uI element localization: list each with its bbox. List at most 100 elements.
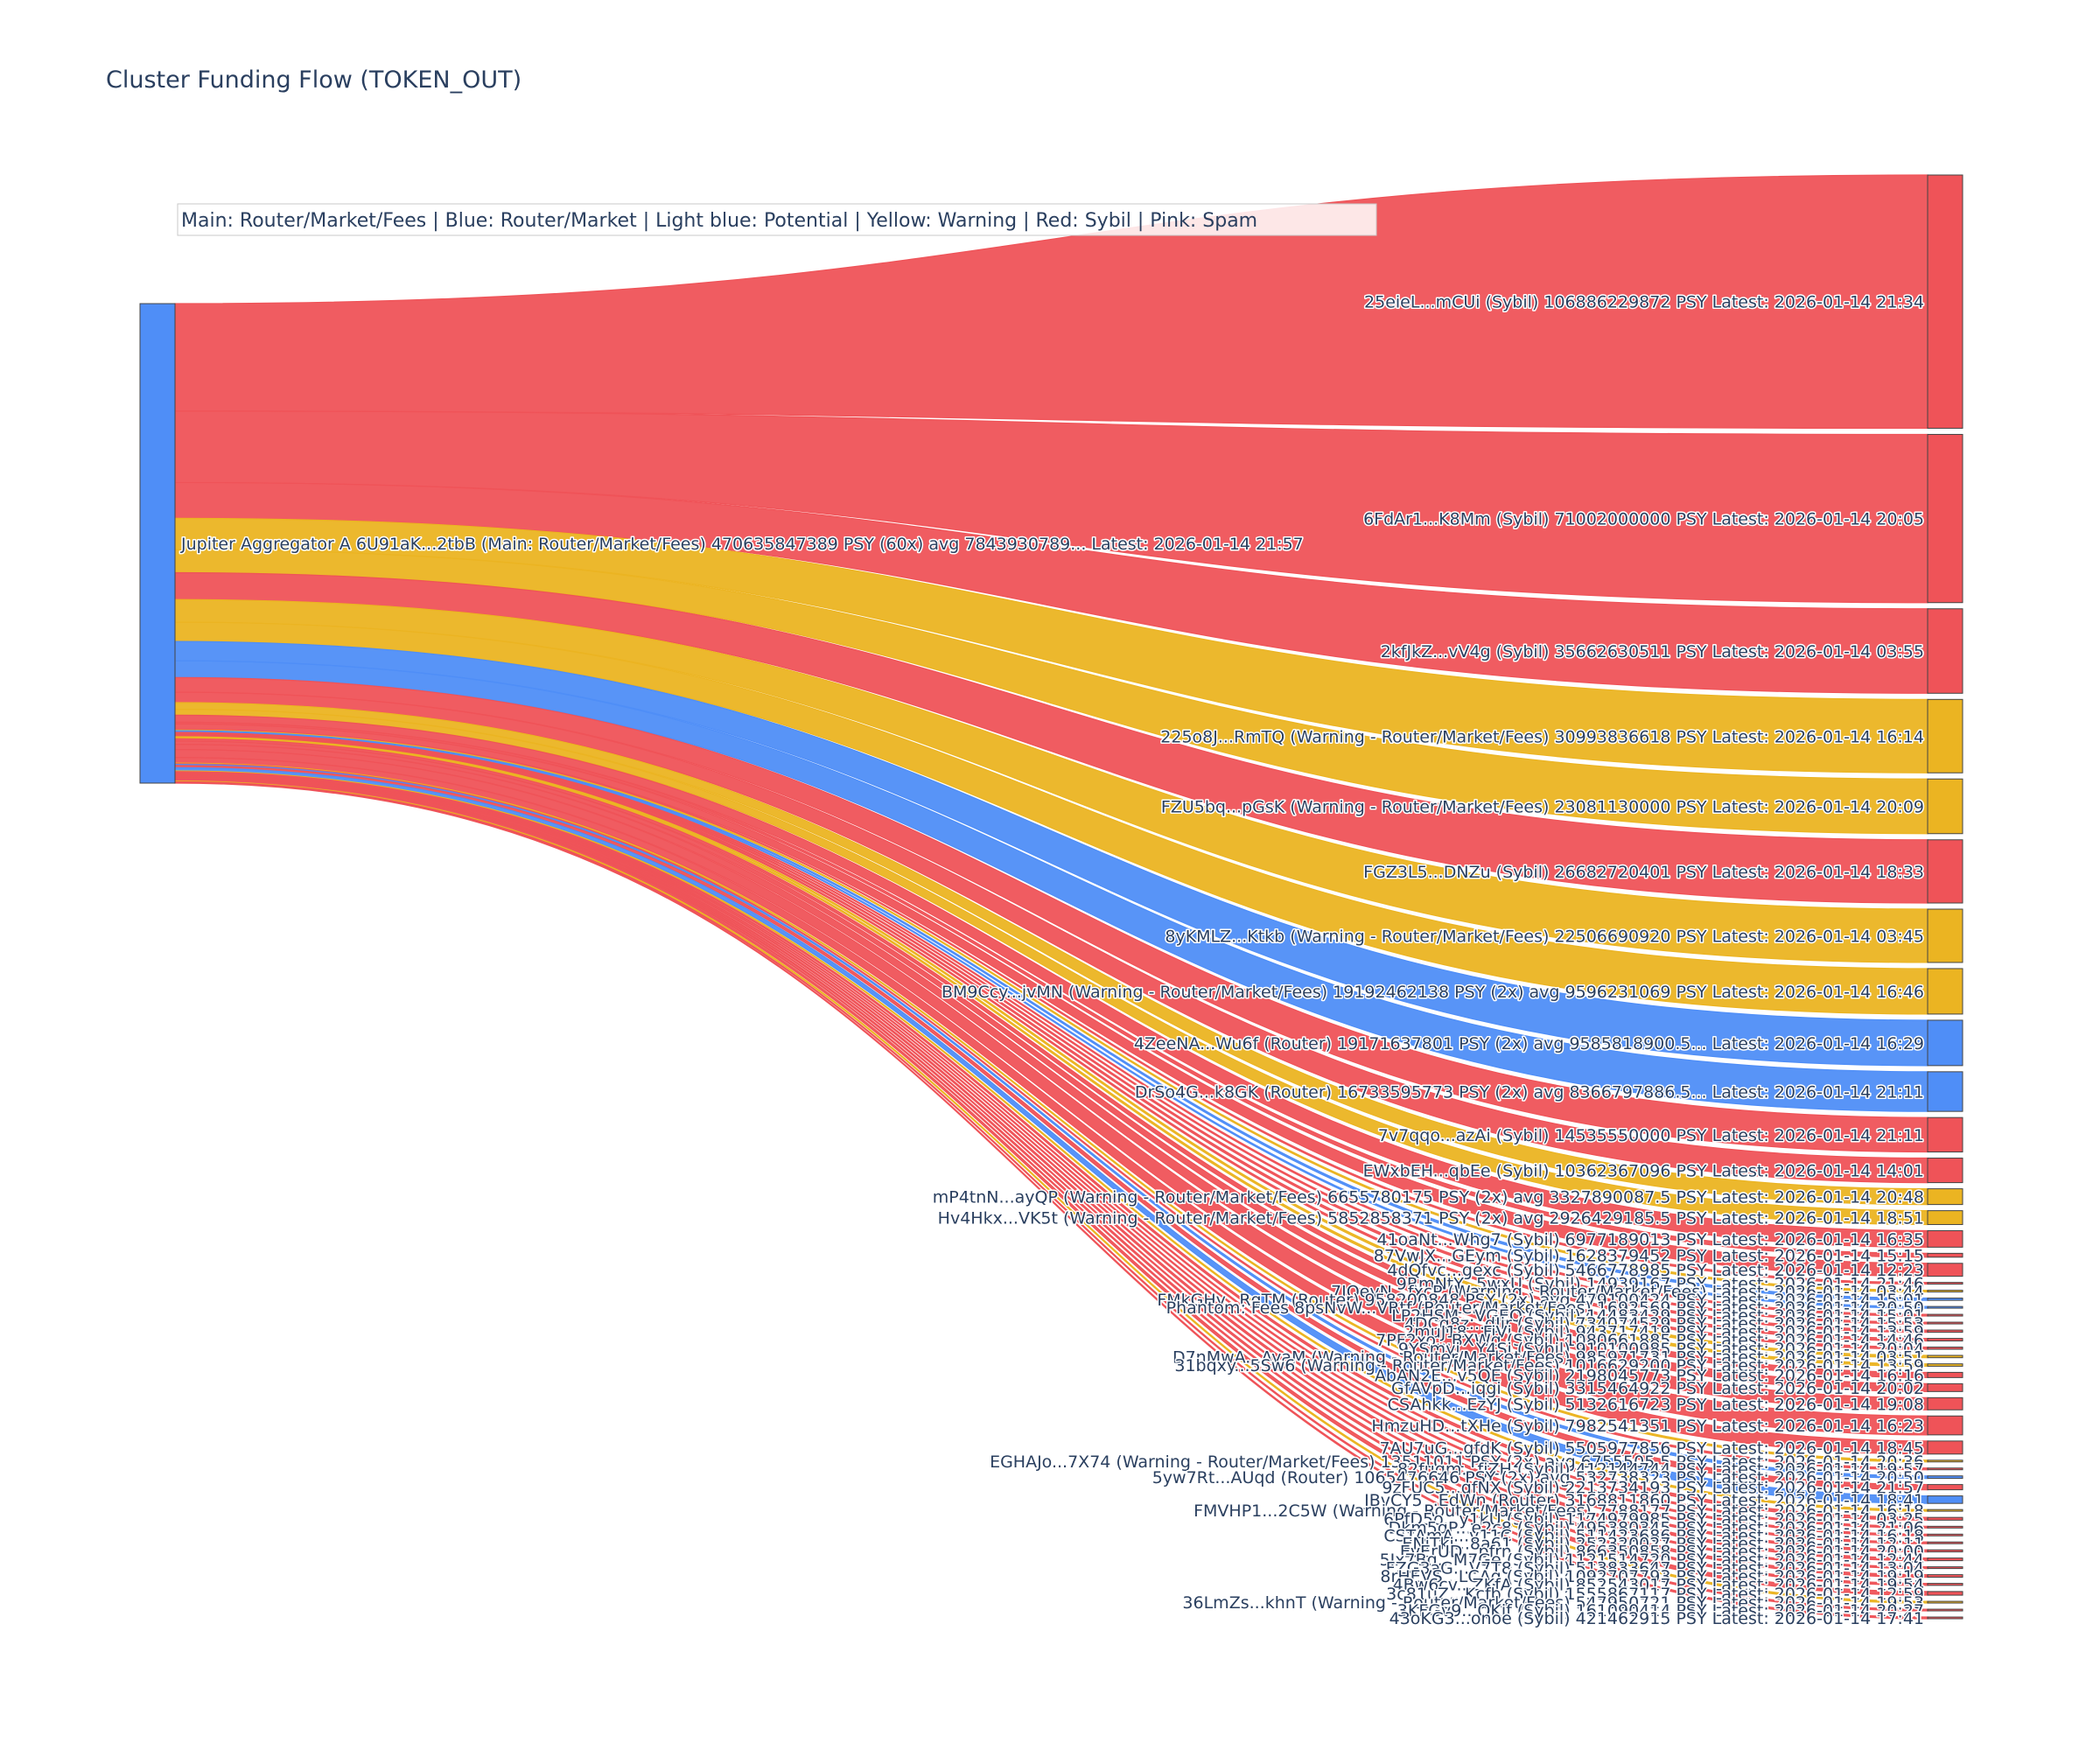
target-node[interactable]	[1927, 1608, 1964, 1612]
target-node-label: 41oaNt...Whg7 (Sybil) 6977189013 PSY Lat…	[1377, 1230, 1925, 1250]
target-node-label: 4ZeeNA...Wu6f (Router) 19171637801 PSY (…	[1134, 1034, 1924, 1054]
target-node-label: 3c81uZ...Kcfb (Sybil) 1555867117 PSY Lat…	[1386, 1585, 1924, 1604]
target-node-label: JBvCY5...EdWn (Router) 3168811860 PSY La…	[1363, 1491, 1924, 1510]
target-node-label: 7AU7uG...gfdK (Sybil) 5505977856 PSY Lat…	[1379, 1438, 1924, 1458]
target-node-label: 9zFUC5...qfNX (Sybil) 2213734193 PSY Lat…	[1382, 1479, 1924, 1498]
target-node[interactable]	[1927, 698, 1964, 774]
chart-title: Cluster Funding Flow (TOKEN_OUT)	[106, 66, 522, 94]
target-node[interactable]	[1927, 1475, 1964, 1480]
target-node[interactable]	[1927, 1338, 1964, 1342]
target-node[interactable]	[1927, 1396, 1964, 1410]
target-node-label: 2muJ18...FiVj (Sybil) 943717419 PSY Late…	[1404, 1322, 1924, 1341]
target-node-label: 5Jx7Bq...M7Ge (Sybil) 1121514720 PSY Lat…	[1380, 1550, 1924, 1570]
target-node[interactable]	[1927, 1371, 1964, 1378]
target-node[interactable]	[1927, 608, 1964, 694]
target-node-label: 43oKG3...onoe (Sybil) 421462915 PSY Late…	[1390, 1609, 1924, 1628]
flow-link	[174, 621, 1928, 1015]
target-node[interactable]	[1927, 1516, 1964, 1521]
target-node-label: mP4tnN...ayQP (Warning - Router/Market/F…	[933, 1188, 1924, 1208]
target-node[interactable]	[1927, 1440, 1964, 1455]
target-node[interactable]	[1927, 1574, 1964, 1578]
target-node[interactable]	[1927, 1071, 1964, 1112]
target-node[interactable]	[1927, 1210, 1964, 1225]
target-node[interactable]	[1927, 1116, 1964, 1153]
target-node-label: DrSo4G...k8GK (Router) 16733595773 PSY (…	[1135, 1083, 1924, 1102]
target-node[interactable]	[1927, 1495, 1964, 1504]
target-node[interactable]	[1927, 1616, 1964, 1620]
target-node[interactable]	[1927, 1363, 1964, 1367]
target-node[interactable]	[1927, 1415, 1964, 1436]
target-node[interactable]	[1927, 1321, 1964, 1325]
target-node-label: CSAhkk...EzYJ (Sybil) 5132616723 PSY Lat…	[1388, 1395, 1924, 1414]
target-node[interactable]	[1927, 1525, 1964, 1529]
target-node-label: 9RmNtY...5wxU (Sybil) 14939167 PSY Lates…	[1396, 1275, 1924, 1294]
flow-link	[174, 410, 1928, 604]
target-node-label: 6PfD5o...y1kU (Sybil) 1174979985 PSY Lat…	[1383, 1510, 1924, 1530]
target-node[interactable]	[1927, 1460, 1964, 1463]
source-node[interactable]	[139, 303, 176, 784]
target-node-label: Phantom: Fees 8psNvW...VRtf (Router/Mark…	[1166, 1298, 1924, 1318]
target-node[interactable]	[1927, 1329, 1964, 1334]
target-node[interactable]	[1927, 1508, 1964, 1512]
target-node-label: 8rHEVS...LCAg (Sybil) 1092707793 PSY Lat…	[1380, 1567, 1924, 1586]
target-node[interactable]	[1927, 1229, 1964, 1248]
target-node-label: 7PF2xo...BXWq (Sybil) 1080661885 PSY Lat…	[1376, 1331, 1924, 1350]
target-node-label: 87VwJX...GEym (Sybil) 1628379452 PSY Lat…	[1374, 1247, 1924, 1266]
target-node[interactable]	[1927, 1347, 1964, 1350]
target-node[interactable]	[1927, 433, 1964, 604]
target-node[interactable]	[1927, 1306, 1964, 1309]
target-node-label: HmzuHD...tXHe (Sybil) 7982541351 PSY Lat…	[1371, 1417, 1924, 1436]
target-node[interactable]	[1927, 1566, 1964, 1570]
target-node-label: 225o8J...RmTQ (Warning - Router/Market/F…	[1160, 727, 1924, 746]
sankey-links	[174, 174, 1928, 1620]
target-node[interactable]	[1927, 174, 1964, 429]
target-node[interactable]	[1927, 1467, 1964, 1471]
target-node[interactable]	[1927, 1354, 1964, 1359]
target-node[interactable]	[1927, 968, 1964, 1015]
target-node[interactable]	[1927, 1533, 1964, 1536]
target-node-label: FZU5bq...pGsK (Warning - Router/Market/F…	[1161, 798, 1924, 817]
target-node[interactable]	[1927, 839, 1964, 904]
legend-box	[177, 203, 1377, 236]
target-node-label: 5yw7Rt...AUqd (Router) 1065476646 PSY (2…	[1152, 1468, 1924, 1488]
target-node-label: ENiTkj...8a61 (Sybil) 252320027 PSY Late…	[1402, 1534, 1924, 1553]
target-node-label: 4Bw6cv...ZKfA (Sybil) 852543017 PSY Late…	[1393, 1576, 1924, 1595]
target-node-label: GfAVpD...iqgi (Sybil) 3315464922 PSY Lat…	[1391, 1379, 1924, 1398]
target-node[interactable]	[1927, 778, 1964, 835]
target-node-label: 7v7qqo...azAi (Sybil) 14535550000 PSY La…	[1378, 1126, 1924, 1145]
flow-link	[174, 763, 1928, 1471]
target-node[interactable]	[1927, 1382, 1964, 1392]
target-node[interactable]	[1927, 1549, 1964, 1553]
target-node[interactable]	[1927, 1600, 1964, 1604]
target-node-label: FGZ3L5...DNZu (Sybil) 26682720401 PSY La…	[1363, 863, 1924, 882]
target-node[interactable]	[1927, 1558, 1964, 1562]
target-node[interactable]	[1927, 1541, 1964, 1544]
target-node-label: 4dQfvc...gexc (Sybil) 5466778985 PSY Lat…	[1387, 1261, 1924, 1280]
target-node-label: FMkGHy...RgTM (Router) 958200848 PSY (2x…	[1157, 1291, 1924, 1310]
target-node[interactable]	[1927, 1583, 1964, 1586]
target-node-label: 25eieL...mCUi (Sybil) 106886229872 PSY L…	[1364, 293, 1924, 312]
target-node[interactable]	[1927, 1158, 1964, 1184]
target-node[interactable]	[1927, 1252, 1964, 1258]
target-node-label: Hv4Hkx...VK5t (Warning - Router/Market/F…	[938, 1209, 1924, 1228]
target-node-label: AbAN2E...v5QE (Sybil) 2198045773 PSY Lat…	[1375, 1366, 1924, 1385]
target-node-label: 8yKMLZ...Ktkb (Warning - Router/Market/F…	[1165, 927, 1924, 946]
target-node[interactable]	[1927, 908, 1964, 963]
target-node[interactable]	[1927, 1282, 1964, 1285]
target-node[interactable]	[1927, 1019, 1964, 1067]
target-node[interactable]	[1927, 1591, 1964, 1596]
target-node-label: 6FdAr1...K8Mm (Sybil) 71002000000 PSY La…	[1363, 510, 1924, 529]
target-node-label: LP2HSM...VGEQ (Sybil) 14483429 PSY Lates…	[1391, 1306, 1924, 1326]
target-node[interactable]	[1927, 1484, 1964, 1491]
target-node-label: 4DCq8z...dJir (Sybil) 734074529 PSY Late…	[1404, 1314, 1924, 1334]
legend: Main: Router/Market/Fees | Blue: Router/…	[177, 203, 1377, 236]
target-node[interactable]	[1927, 1290, 1964, 1293]
target-node[interactable]	[1927, 1298, 1964, 1301]
target-node[interactable]	[1927, 1313, 1964, 1317]
target-node[interactable]	[1927, 1188, 1964, 1206]
sankey-labels: 25eieL...mCUi (Sybil) 106886229872 PSY L…	[179, 291, 1926, 1629]
target-node-label: 9YSmyj...Y4Sj (Sybil) 910100985 PSY Late…	[1398, 1340, 1924, 1359]
target-node[interactable]	[1927, 1263, 1964, 1278]
target-node-label: EvErUD...pfrn (Sybil) 866350858 PSY Late…	[1400, 1542, 1924, 1561]
